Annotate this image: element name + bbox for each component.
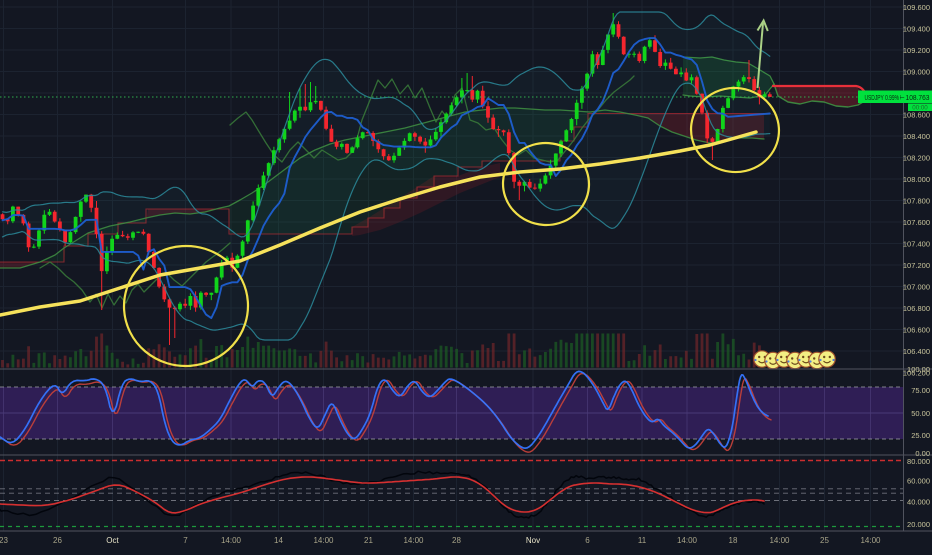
svg-text:50.00: 50.00	[911, 409, 930, 418]
svg-text:40.000: 40.000	[907, 497, 930, 506]
svg-text:107.400: 107.400	[903, 239, 930, 248]
svg-text:106.400: 106.400	[903, 347, 930, 356]
svg-text:21: 21	[364, 536, 373, 545]
svg-text:14:00: 14:00	[313, 536, 334, 545]
svg-text:0.00: 0.00	[915, 449, 930, 458]
svg-text:108.000: 108.000	[903, 175, 930, 184]
svg-text:108.763: 108.763	[906, 93, 930, 102]
svg-text:109.600: 109.600	[903, 3, 930, 12]
svg-text:7: 7	[183, 536, 188, 545]
svg-text:108.600: 108.600	[903, 110, 930, 119]
svg-text:75.00: 75.00	[911, 386, 930, 395]
svg-text:Oct: Oct	[106, 536, 119, 545]
svg-text:14:00: 14:00	[221, 536, 242, 545]
svg-text:80.000: 80.000	[907, 457, 930, 466]
svg-text:106.800: 106.800	[903, 304, 930, 313]
svg-text:107.800: 107.800	[903, 196, 930, 205]
svg-text:109.400: 109.400	[903, 24, 930, 33]
svg-text:18: 18	[729, 536, 738, 545]
svg-text:107.600: 107.600	[903, 218, 930, 227]
svg-text:00:00: 00:00	[912, 105, 928, 112]
svg-text:108.400: 108.400	[903, 132, 930, 141]
svg-text:25.00: 25.00	[911, 431, 930, 440]
svg-text:23: 23	[0, 536, 8, 545]
svg-text:107.000: 107.000	[903, 282, 930, 291]
svg-text:14:00: 14:00	[677, 536, 698, 545]
svg-text:11: 11	[638, 536, 647, 545]
svg-text:28: 28	[452, 536, 461, 545]
svg-text:20.000: 20.000	[907, 520, 930, 529]
svg-text:⊢: ⊢	[900, 95, 905, 102]
svg-text:108.200: 108.200	[903, 153, 930, 162]
svg-text:14: 14	[274, 536, 283, 545]
svg-text:Nov: Nov	[526, 536, 540, 545]
svg-text:60.000: 60.000	[907, 476, 930, 485]
svg-text:6: 6	[585, 536, 590, 545]
svg-text:25: 25	[820, 536, 829, 545]
svg-text:109.200: 109.200	[903, 46, 930, 55]
svg-text:26: 26	[53, 536, 62, 545]
svg-text:100.00: 100.00	[907, 365, 930, 374]
svg-text:USDJPY 0.99%: USDJPY 0.99%	[865, 93, 900, 102]
svg-text:14:00: 14:00	[403, 536, 424, 545]
svg-text:107.200: 107.200	[903, 261, 930, 270]
svg-text:14:00: 14:00	[860, 536, 881, 545]
svg-text:106.200: 106.200	[903, 368, 930, 377]
svg-text:14:00: 14:00	[769, 536, 790, 545]
svg-text:106.600: 106.600	[903, 325, 930, 334]
svg-text:109.000: 109.000	[903, 67, 930, 76]
